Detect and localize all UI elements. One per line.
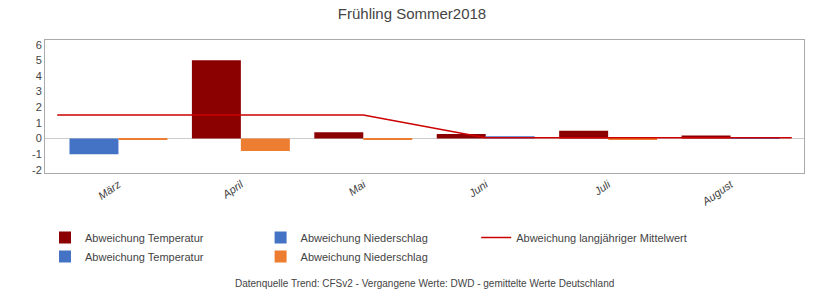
svg-text:3: 3 (36, 85, 42, 97)
svg-text:4: 4 (36, 70, 42, 82)
svg-text:Juli: Juli (591, 178, 613, 198)
svg-text:Juni: Juni (466, 178, 491, 200)
svg-text:Mai: Mai (346, 178, 368, 198)
svg-text:April: April (219, 178, 245, 201)
svg-text:Abweichung Niederschlag: Abweichung Niederschlag (301, 232, 428, 244)
svg-text:6: 6 (36, 39, 42, 51)
svg-text:März: März (96, 178, 123, 202)
svg-text:Abweichung Temperatur: Abweichung Temperatur (85, 251, 204, 263)
svg-text:Datenquelle Trend: CFSv2 - Ver: Datenquelle Trend: CFSv2 - Vergangene We… (235, 278, 614, 289)
svg-text:-2: -2 (32, 164, 42, 176)
svg-text:1: 1 (36, 117, 42, 129)
svg-text:August: August (699, 177, 736, 208)
svg-text:Frühling Sommer2018: Frühling Sommer2018 (338, 5, 486, 22)
svg-text:2: 2 (36, 101, 42, 113)
svg-text:0: 0 (36, 132, 42, 144)
svg-text:5: 5 (36, 54, 42, 66)
svg-text:Abweichung Temperatur: Abweichung Temperatur (85, 232, 204, 244)
svg-text:-1: -1 (32, 148, 42, 160)
svg-text:Abweichung Niederschlag: Abweichung Niederschlag (301, 251, 428, 263)
svg-text:Abweichung langjähriger Mittel: Abweichung langjähriger Mittelwert (516, 232, 687, 244)
